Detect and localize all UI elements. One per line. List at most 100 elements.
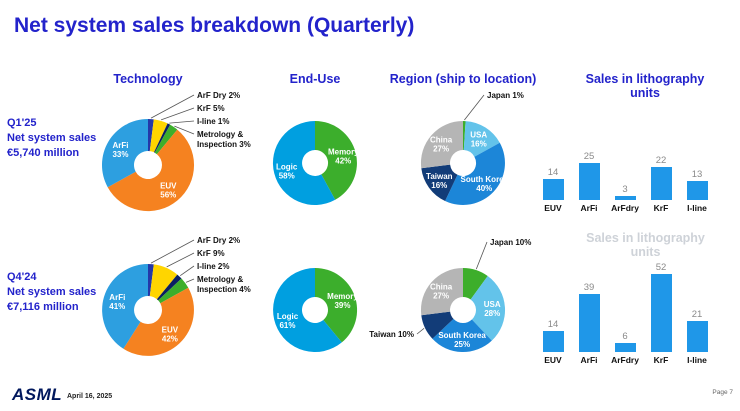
bar-arfi — [578, 293, 600, 352]
technology-q4-donut-chart: ArF Dry 2% KrF 9% I-line 2% Metrology & Insp… — [102, 236, 251, 356]
callout-label-metrology-inspection: Metrology & Inspection 4% — [197, 275, 251, 294]
donut-slice-arf-dry — [148, 264, 154, 297]
bar-category-label: EUV — [544, 203, 562, 213]
bar-krf — [650, 167, 672, 200]
bar-arfdry — [614, 343, 636, 352]
donut-slice-japan — [463, 121, 466, 150]
callout-leader-line — [169, 120, 195, 124]
slice-label-south-korea: South Korea 25% — [438, 331, 486, 349]
column-header-technology: Technology — [113, 72, 183, 86]
slice-label-south-korea: South Korea 40% — [461, 175, 509, 193]
slice-label-euv: EUV 56% — [160, 182, 177, 200]
callout-leader-line — [166, 252, 195, 268]
slice-label-memory: Memory 42% — [328, 148, 359, 166]
bar-value-label: 25 — [583, 150, 595, 162]
donut-slice-taiwan — [421, 311, 454, 339]
end-use-q1-donut-chart: Memory 42% Logic 58% — [272, 120, 359, 205]
bar-group-arfdry: 6 ArFdry — [610, 331, 640, 366]
donut-slice-south-korea — [445, 142, 505, 205]
bar-value-label: 14 — [547, 167, 559, 178]
slice-label-usa: USA 28% — [484, 300, 501, 318]
bar-value-label: 21 — [691, 308, 703, 320]
bar-category-label: I-line — [687, 203, 707, 213]
callout-label-taiwan: Taiwan 10% — [369, 330, 414, 339]
donut-slice-metrology-inspection — [158, 278, 189, 304]
slice-label-memory: Memory 39% — [327, 292, 358, 310]
ghost-watermark-text: Sales in lithography units — [586, 231, 705, 260]
bar-value-label: 39 — [583, 281, 595, 293]
donut-slice-metrology-inspection — [154, 124, 178, 155]
callout-leader-line — [416, 327, 425, 335]
bar-value-label: 14 — [547, 319, 559, 330]
litho-units-q1-bar-chart: 14 EUV 25 ArFi 3 ArFdry 22 KrF 13 I-line — [538, 118, 712, 214]
bar-value-label: 13 — [691, 168, 703, 180]
bar-category-label: KrF — [653, 203, 669, 213]
slice-label-euv: EUV 42% — [162, 325, 179, 343]
bar-euv — [542, 331, 564, 352]
period-label: Q4'24 — [7, 271, 37, 283]
donut-slice-japan — [463, 267, 488, 300]
bar-category-label: I-line — [687, 355, 707, 365]
page-title: Net system sales breakdown (Quarterly) — [14, 14, 415, 37]
donut-slice-euv — [107, 129, 195, 212]
donut-slice-logic — [273, 268, 342, 352]
callout-label-japan: Japan 10% — [490, 238, 531, 247]
callout-leader-line — [150, 239, 195, 264]
slice-label-china: China 27% — [430, 136, 453, 154]
bar-arfdry — [614, 195, 636, 200]
bar-category-label: EUV — [544, 355, 562, 365]
bar-category-label: ArFi — [580, 355, 598, 365]
bar-i-line — [686, 180, 708, 200]
slice-label-arfi: ArFi 41% — [109, 293, 125, 311]
bar-i-line — [686, 320, 708, 352]
callout-leader-line — [179, 265, 195, 277]
bar-value-label: 22 — [655, 155, 667, 166]
callout-leader-line — [475, 241, 488, 270]
donut-slice-euv — [123, 287, 194, 356]
callout-leader-line — [160, 107, 195, 121]
donut-slice-arf-dry — [148, 119, 154, 152]
bar-euv — [542, 179, 564, 200]
donut-slice-arfi — [101, 118, 148, 188]
bar-group-arfi: 39 ArFi — [574, 282, 604, 367]
bar-group-euv: 14 EUV — [538, 167, 568, 214]
callout-label-arf-dry: ArF Dry 2% — [197, 236, 240, 245]
bar-krf — [650, 274, 672, 352]
donut-slice-china — [420, 268, 463, 316]
bar-group-i-line: 21 I-line — [682, 309, 712, 367]
callout-leader-line — [150, 94, 195, 119]
bar-group-euv: 14 EUV — [538, 319, 568, 366]
callout-leader-line — [185, 278, 195, 283]
column-header-region: Region (ship to location) — [389, 72, 537, 86]
bar-value-label: 52 — [655, 262, 667, 273]
region-q1-donut-chart: Japan 1% USA 16% South Korea 40% Taiwan 16% Chi… — [420, 91, 524, 205]
callout-label-japan: Japan 1% — [487, 91, 524, 100]
callout-leader-line — [464, 94, 485, 121]
slice-label-usa: USA 16% — [470, 130, 487, 148]
row-label-q4-24: Q4'24 Net system sales €7,116 million — [7, 270, 142, 315]
bar-group-krf: 52 KrF — [646, 262, 676, 366]
litho-units-q4-bar-chart: 14 EUV 39 ArFi 6 ArFdry 52 KrF 21 I-line — [538, 256, 712, 366]
bar-group-i-line: 13 I-line — [682, 169, 712, 215]
net-sales-caption: Net system sales — [7, 285, 97, 298]
donut-slice-taiwan — [421, 164, 458, 201]
slice-label-taiwan: Taiwan 16% — [426, 172, 453, 190]
donut-slice-i-line — [154, 123, 171, 153]
slice-label-logic: Logic 61% — [277, 312, 299, 330]
callout-label-krf: KrF 5% — [197, 104, 225, 113]
bar-arfi — [578, 162, 600, 200]
bar-value-label: 3 — [622, 183, 628, 195]
bar-category-label: ArFi — [580, 203, 598, 213]
asml-logo: ASML — [12, 385, 63, 404]
callout-label-arf-dry: ArF Dry 2% — [197, 91, 240, 100]
slice-label-china: China 27% — [430, 283, 453, 301]
net-sales-amount: €5,740 million — [7, 146, 80, 159]
donut-slice-usa — [470, 276, 506, 341]
footer-page-number: Page 7 — [712, 389, 733, 396]
period-label: Q1'25 — [7, 117, 37, 129]
callout-leader-line — [174, 125, 195, 135]
region-q4-donut-chart: Japan 10% USA 28% South Korea 25% Taiwan 10% C… — [369, 238, 531, 353]
donut-slice-krf — [149, 119, 168, 153]
net-sales-amount: €7,116 million — [7, 300, 79, 313]
